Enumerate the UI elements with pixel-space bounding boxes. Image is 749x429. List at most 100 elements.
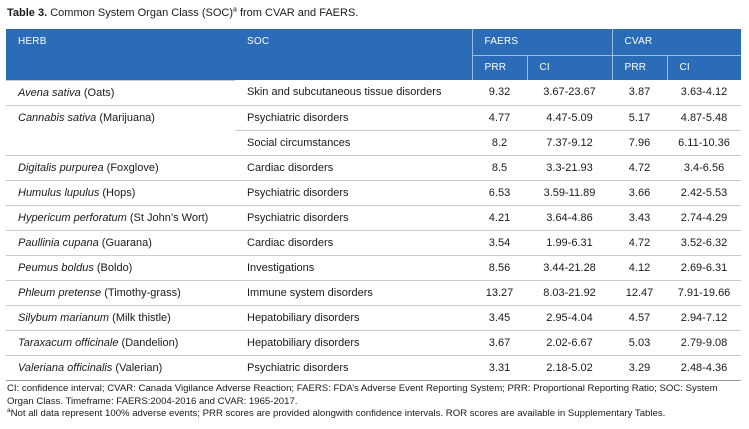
herb-cell: Paullinia cupana (Guarana) bbox=[6, 229, 235, 256]
herb-latin-name: Paullinia cupana bbox=[18, 236, 99, 249]
soc-cell: Hepatobiliary disorders bbox=[235, 305, 472, 331]
faers-ci-cell: 3.64-4.86 bbox=[527, 205, 613, 231]
soc-cell: Psychiatric disorders bbox=[235, 355, 472, 381]
table-row: Avena sativa (Oats) Skin and subcutaneous… bbox=[6, 79, 742, 106]
herb-cell: Valeriana officinalis (Valerian) bbox=[6, 354, 235, 381]
table-caption: Table 3. Common System Organ Class (SOC)… bbox=[7, 6, 358, 20]
herb-common-name: (Guarana) bbox=[98, 236, 152, 249]
faers-prr-cell: 4.77 bbox=[472, 105, 527, 131]
herb-latin-name: Phleum pretense bbox=[18, 286, 102, 299]
cvar-ci-cell: 7.91-19.66 bbox=[667, 280, 742, 306]
faers-prr-cell: 8.5 bbox=[472, 155, 527, 181]
herb-cell: Peumus boldus (Boldo) bbox=[6, 254, 235, 281]
footnote-abbreviations: CI: confidence interval; CVAR: Canada Vi… bbox=[7, 383, 718, 407]
cvar-ci-cell: 3.63-4.12 bbox=[667, 80, 742, 106]
faers-ci-cell: 3.67-23.67 bbox=[527, 80, 613, 106]
faers-ci-cell: 3.3-21.93 bbox=[527, 155, 613, 181]
soc-cell: Skin and subcutaneous tissue disorders bbox=[235, 80, 472, 106]
cvar-ci-cell: 2.42-5.53 bbox=[667, 180, 742, 206]
header-row: HERB SOC FAERS CVAR bbox=[6, 29, 742, 55]
cvar-prr-cell: 3.29 bbox=[612, 355, 668, 381]
cvar-ci-cell: 2.94-7.12 bbox=[667, 305, 742, 331]
header-cvar-ci: CI bbox=[666, 54, 742, 80]
herb-latin-name: Valeriana officinalis bbox=[18, 361, 113, 374]
soc-table: HERB SOC FAERS CVAR PRR CI PRR CI Avena … bbox=[6, 29, 742, 381]
cvar-prr-cell: 7.96 bbox=[612, 130, 668, 156]
cvar-prr-cell: 4.57 bbox=[612, 305, 668, 331]
table-label: Table 3. bbox=[7, 7, 48, 19]
herb-common-name: (Marijuana) bbox=[96, 111, 155, 124]
soc-cell: Psychiatric disorders bbox=[235, 205, 472, 231]
faers-prr-cell: 8.56 bbox=[472, 255, 527, 281]
cvar-ci-cell: 2.74-4.29 bbox=[667, 205, 742, 231]
header-soc: SOC bbox=[247, 36, 270, 47]
herb-latin-name: Digitalis purpurea bbox=[18, 161, 104, 174]
faers-ci-cell: 2.95-4.04 bbox=[527, 305, 613, 331]
faers-prr-cell: 9.32 bbox=[472, 80, 527, 106]
herb-cell: Hypericum perforatum (St John’s Wort) bbox=[6, 204, 235, 231]
herb-cell: Phleum pretense (Timothy-grass) bbox=[6, 279, 235, 306]
herb-common-name: (Oats) bbox=[80, 86, 115, 99]
table-row: Taraxacum officinale (Dandelion) Hepatobi… bbox=[6, 329, 742, 356]
faers-prr-cell: 3.31 bbox=[472, 355, 527, 381]
cvar-ci-cell: 3.4-6.56 bbox=[667, 155, 742, 181]
herb-common-name: (Timothy-grass) bbox=[101, 286, 181, 299]
table-row: Humulus lupulus (Hops) Psychiatric disord… bbox=[6, 179, 742, 206]
cvar-prr-cell: 5.03 bbox=[612, 330, 668, 356]
herb-cell: Taraxacum officinale (Dandelion) bbox=[6, 329, 235, 356]
herb-latin-name: Humulus lupulus bbox=[18, 186, 100, 199]
herb-latin-name: Peumus boldus bbox=[18, 261, 94, 274]
herb-common-name: (Hops) bbox=[99, 186, 136, 199]
table-row: Social circumstances 8.2 7.37-9.12 7.96 6.11… bbox=[6, 130, 742, 156]
herb-common-name: (Dandelion) bbox=[118, 336, 179, 349]
cvar-ci-cell: 6.11-10.36 bbox=[667, 130, 742, 156]
soc-cell: Social circumstances bbox=[235, 130, 472, 156]
faers-prr-cell: 13.27 bbox=[472, 280, 527, 306]
herb-cell: Humulus lupulus (Hops) bbox=[6, 179, 235, 206]
faers-prr-cell: 4.21 bbox=[472, 205, 527, 231]
herb-cell: Avena sativa (Oats) bbox=[6, 79, 235, 106]
table-row: Cannabis sativa (Marijuana) Psychiatric d… bbox=[6, 104, 742, 131]
herb-cell bbox=[6, 130, 235, 156]
cvar-prr-cell: 3.66 bbox=[612, 180, 668, 206]
header-herb: HERB bbox=[18, 36, 47, 47]
herb-cell: Digitalis purpurea (Foxglove) bbox=[6, 154, 235, 181]
cvar-prr-cell: 4.72 bbox=[612, 230, 668, 256]
caption-text: Common System Organ Class (SOC) bbox=[50, 7, 233, 19]
soc-cell: Immune system disorders bbox=[235, 280, 472, 306]
caption-text-end: from CVAR and FAERS. bbox=[236, 7, 359, 19]
herb-latin-name: Hypericum perforatum bbox=[18, 211, 127, 224]
table-body: Avena sativa (Oats) Skin and subcutaneous… bbox=[6, 79, 742, 381]
cvar-prr-cell: 4.12 bbox=[612, 255, 668, 281]
header-cvar-prr: PRR bbox=[611, 54, 668, 80]
faers-ci-cell: 3.59-11.89 bbox=[527, 180, 613, 206]
cvar-prr-cell: 3.43 bbox=[612, 205, 668, 231]
cvar-ci-cell: 4.87-5.48 bbox=[667, 105, 742, 131]
table-row: Peumus boldus (Boldo) Investigations 8.56 3… bbox=[6, 254, 742, 281]
herb-latin-name: Cannabis sativa bbox=[18, 111, 97, 124]
header-faers-ci: CI bbox=[526, 54, 613, 80]
faers-ci-cell: 4.47-5.09 bbox=[527, 105, 613, 131]
herb-common-name: (Valerian) bbox=[112, 361, 163, 374]
footnote-marker: a bbox=[7, 406, 11, 414]
cvar-ci-cell: 2.48-4.36 bbox=[667, 355, 742, 381]
soc-cell: Cardiac disorders bbox=[235, 230, 472, 256]
faers-ci-cell: 2.18-5.02 bbox=[527, 355, 613, 381]
soc-cell: Cardiac disorders bbox=[235, 155, 472, 181]
cvar-ci-cell: 2.69-6.31 bbox=[667, 255, 742, 281]
faers-ci-cell: 3.44-21.28 bbox=[527, 255, 613, 281]
herb-latin-name: Taraxacum officinale bbox=[18, 336, 119, 349]
footnote-note: aNot all data represent 100% adverse eve… bbox=[7, 406, 743, 421]
faers-prr-cell: 8.2 bbox=[472, 130, 527, 156]
herb-cell: Silybum marianum (Milk thistle) bbox=[6, 304, 235, 331]
herb-common-name: (St John’s Wort) bbox=[126, 211, 209, 224]
cvar-prr-cell: 4.72 bbox=[612, 155, 668, 181]
faers-ci-cell: 8.03-21.92 bbox=[527, 280, 613, 306]
herb-latin-name: Silybum marianum bbox=[18, 311, 110, 324]
table-row: Hypericum perforatum (St John’s Wort) Psy… bbox=[6, 204, 742, 231]
herb-cell: Cannabis sativa (Marijuana) bbox=[6, 104, 235, 130]
header-faers-prr: PRR bbox=[471, 54, 527, 80]
soc-cell: Hepatobiliary disorders bbox=[235, 330, 472, 356]
faers-ci-cell: 2.02-6.67 bbox=[527, 330, 613, 356]
